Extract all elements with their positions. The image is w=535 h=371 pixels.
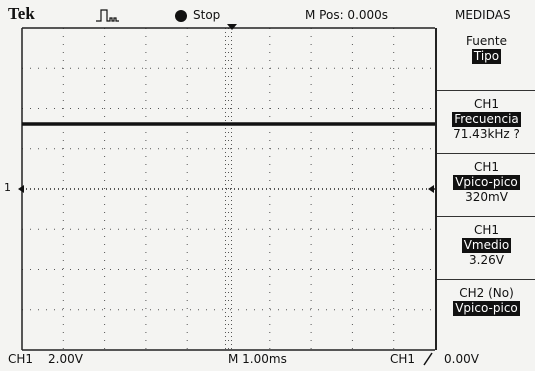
acquisition-icon <box>96 10 119 21</box>
menu-highlight: Vpico-pico <box>453 301 520 316</box>
pulse-icon-area <box>96 8 122 22</box>
trigger-level: 0.00V <box>444 352 479 366</box>
brand: Tek <box>8 4 35 24</box>
trigger-position-marker <box>227 24 237 30</box>
menu-highlight-row: Vpico-pico <box>437 301 535 316</box>
menu-highlight-row: Vpico-pico <box>437 175 535 190</box>
menu-highlight: Tipo <box>472 49 501 64</box>
ground-marker <box>18 185 24 193</box>
menu-label: CH1 <box>437 223 535 238</box>
menu-label: CH1 <box>437 97 535 112</box>
trigger-level-marker <box>428 185 434 193</box>
menu-value: 320mV <box>437 190 535 205</box>
menu-label: CH1 <box>437 160 535 175</box>
timebase: M 1.00ms <box>228 352 287 366</box>
menu-highlight: Vpico-pico <box>453 175 520 190</box>
trigger-slope <box>424 353 432 365</box>
menu-highlight-row: Tipo <box>437 49 535 64</box>
horizontal-position: M Pos: 0.000s <box>305 8 388 22</box>
menu-button[interactable]: CH2 (No)Vpico-pico <box>437 280 535 343</box>
menu-label: CH2 (No) <box>437 286 535 301</box>
channel: CH1 <box>8 352 33 366</box>
menu-highlight: Frecuencia <box>452 112 521 127</box>
menu-highlight-row: Frecuencia <box>437 112 535 127</box>
menu-value: 71.43kHz ? <box>437 127 535 142</box>
menu-value: 3.26V <box>437 253 535 268</box>
oscilloscope-screen: Tek Stop M Pos: 0.000s MEDIDAS 1 FuenteT… <box>0 0 535 371</box>
run-status: Stop <box>193 8 220 22</box>
channel-marker: 1 <box>4 181 11 194</box>
menu-label: Fuente <box>437 34 535 49</box>
menu-title: MEDIDAS <box>455 8 511 22</box>
menu-highlight-row: Vmedio <box>437 238 535 253</box>
trigger-source: CH1 <box>390 352 415 366</box>
menu-highlight: Vmedio <box>462 238 512 253</box>
stop-indicator <box>175 10 187 22</box>
volts-per-div: 2.00V <box>48 352 83 366</box>
